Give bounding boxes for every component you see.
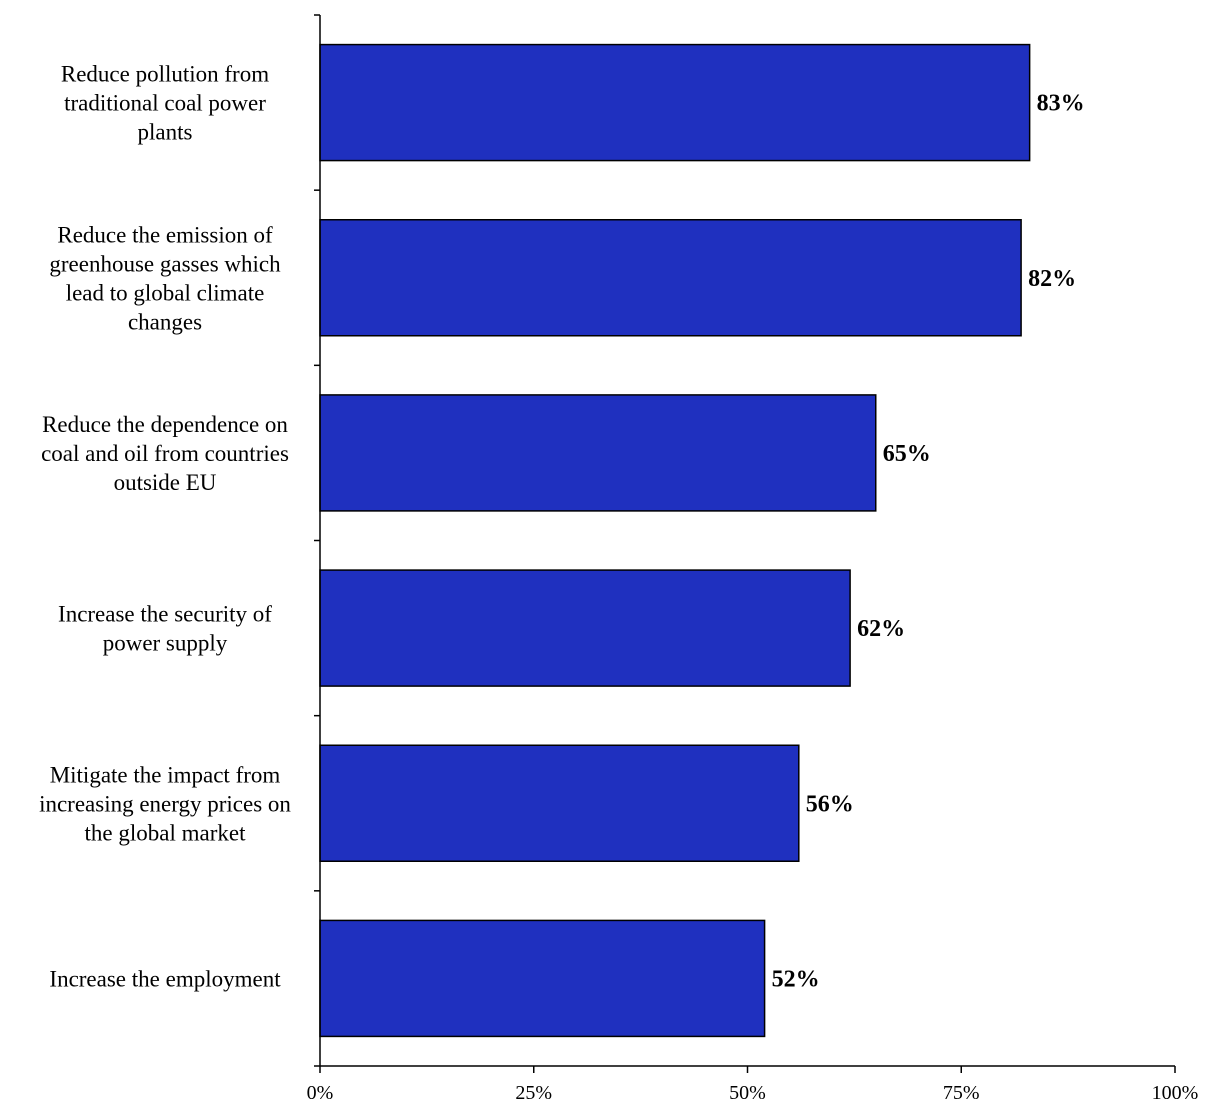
category-label-line: greenhouse gasses which — [49, 251, 281, 276]
x-tick-label-4: 75% — [943, 1082, 980, 1104]
category-label-2: Reduce the emission of greenhouse gasses … — [49, 222, 281, 334]
x-tick-label-1: 0% — [307, 1082, 334, 1104]
bar-6 — [319, 919, 766, 1038]
bar-5 — [319, 744, 800, 862]
category-label-line: traditional coal power — [64, 91, 266, 116]
value-label-2: 82% — [1028, 266, 1076, 292]
category-label-5: Mitigate the impact from increasing energ… — [39, 762, 291, 845]
category-label-line: the global market — [85, 820, 247, 845]
category-label-line: Mitigate the impact from — [50, 762, 281, 787]
category-label-line: changes — [128, 309, 202, 334]
bar-1 — [319, 43, 1031, 162]
category-label-line: lead to global climate — [66, 280, 265, 305]
category-label-line: outside EU — [114, 470, 217, 495]
category-label-4: Increase the security of power supply — [58, 602, 272, 656]
x-tick-label-3: 50% — [729, 1082, 766, 1104]
value-label-6: 52% — [772, 966, 820, 992]
value-label-4: 62% — [857, 616, 905, 642]
category-label-line: plants — [138, 120, 193, 145]
category-label-line: Reduce the dependence on — [42, 412, 288, 437]
category-label-line: Reduce pollution from — [61, 62, 269, 87]
x-tick-label-2: 25% — [515, 1082, 552, 1104]
x-tick-label-5: 100% — [1152, 1082, 1199, 1104]
category-labels-group: Reduce pollution from traditional coal po… — [39, 62, 291, 992]
category-label-line: Increase the security of — [58, 602, 272, 627]
bar-4 — [319, 569, 851, 687]
value-label-5: 56% — [806, 791, 854, 817]
category-label-6: Increase the employment — [49, 966, 281, 991]
value-label-3: 65% — [883, 441, 931, 467]
bar-2 — [319, 219, 1022, 337]
category-label-line: power supply — [103, 631, 228, 656]
axes-group: 0% 25% 50% 75% 100% — [307, 14, 1199, 1104]
category-label-line: increasing energy prices on — [39, 791, 291, 816]
category-label-line: coal and oil from countries — [41, 441, 289, 466]
category-label-3: Reduce the dependence on coal and oil fro… — [41, 412, 289, 495]
value-labels-group: 83% 82% 65% 62% 56% 52% — [772, 91, 1085, 993]
category-label-line: Reduce the emission of — [57, 222, 273, 247]
category-label-1: Reduce pollution from traditional coal po… — [61, 62, 269, 145]
bar-3 — [319, 394, 877, 512]
category-label-line: Increase the employment — [49, 966, 281, 991]
bars-group — [319, 43, 1031, 1038]
value-label-1: 83% — [1037, 91, 1085, 117]
